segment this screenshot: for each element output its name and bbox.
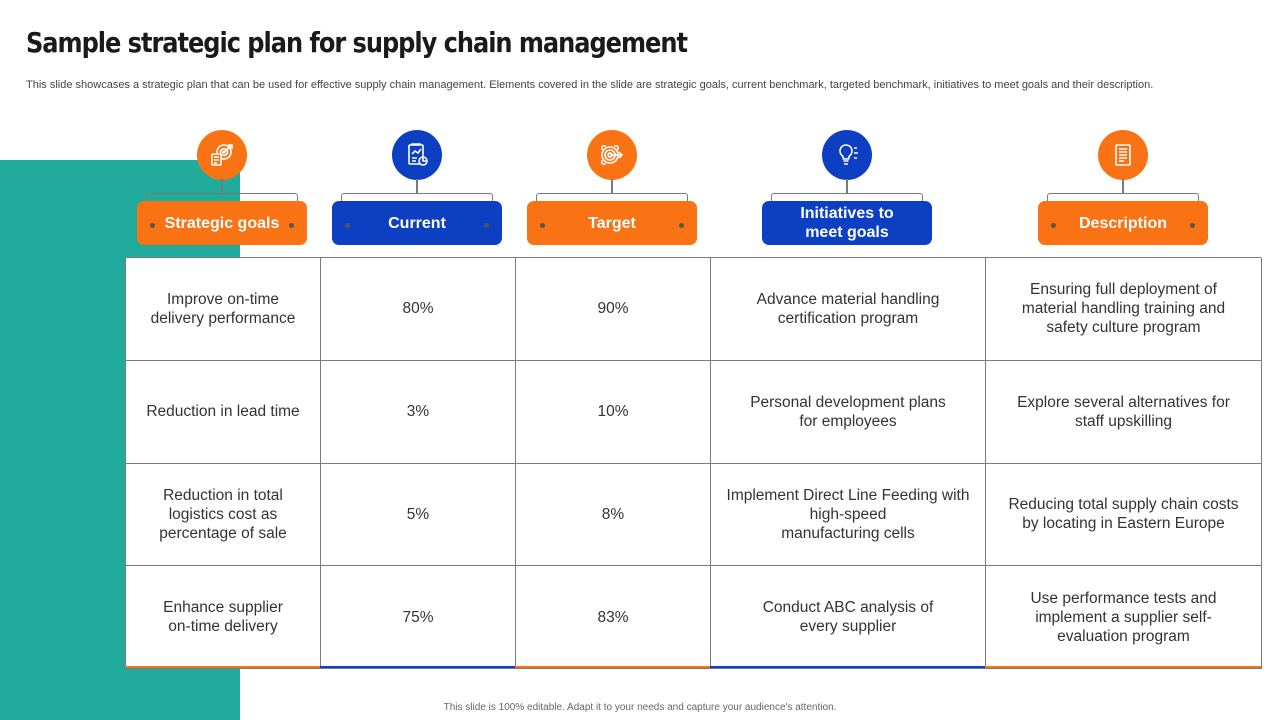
table-cell: Reduction in lead time [126, 360, 321, 464]
pill-dot [289, 223, 294, 228]
header-connector [846, 179, 848, 194]
table-cell: Use performance tests and implement a su… [986, 566, 1262, 669]
table-cell: 80% [321, 258, 516, 361]
header-connector [611, 179, 613, 194]
column-accent-line [125, 666, 320, 668]
table-cell: Ensuring full deployment of material han… [986, 258, 1262, 361]
column-label: Description [1078, 214, 1167, 232]
footer-note: This slide is 100% editable. Adapt it to… [443, 702, 837, 713]
column-header-initiatives: Initiatives to meet goals [762, 130, 932, 248]
column-label: Initiatives to meet goals [800, 205, 894, 241]
pill-dot [540, 223, 545, 228]
column-label: Current [388, 214, 446, 232]
column-header-target: Target [527, 130, 697, 248]
column-label-pill: Initiatives to meet goals [762, 201, 932, 245]
column-label: Target [588, 214, 636, 232]
column-label-pill: Description [1038, 201, 1208, 245]
table-cell: 90% [516, 258, 711, 361]
chart-report-icon [392, 130, 442, 180]
column-label-pill: Current [332, 201, 502, 245]
target-document-icon [197, 130, 247, 180]
pill-dot [1051, 223, 1056, 228]
table-cell: Enhance supplier on-time delivery [126, 566, 321, 669]
header-connector [416, 179, 418, 194]
column-header-description: Description [1038, 130, 1208, 248]
table-cell: Explore several alternatives for staff u… [986, 360, 1262, 464]
table-cell: Implement Direct Line Feeding with high-… [711, 463, 986, 567]
table-cell: 75% [321, 566, 516, 669]
column-header-current: Current [332, 130, 502, 248]
column-accent-line [985, 666, 1261, 668]
target-arrow-icon [587, 130, 637, 180]
header-connector [221, 179, 223, 194]
column-label-pill: Strategic goals [137, 201, 307, 245]
pill-dot [484, 223, 489, 228]
column-accent-line [515, 666, 710, 668]
table-cell: Improve on-time delivery performance [126, 258, 321, 361]
table-cell: Conduct ABC analysis of every supplier [711, 566, 986, 669]
table-cell: 83% [516, 566, 711, 669]
pill-dot [150, 223, 155, 228]
table-cell: Personal development plans for employees [711, 360, 986, 464]
pill-dot [1190, 223, 1195, 228]
table-cell: Reduction in total logistics cost as per… [126, 463, 321, 567]
header-connector [1122, 179, 1124, 194]
column-header-strategic-goals: Strategic goals [137, 130, 307, 248]
column-label-pill: Target [527, 201, 697, 245]
page-subtitle: This slide showcases a strategic plan th… [26, 79, 1154, 91]
table-cell: 3% [321, 360, 516, 464]
table-cell: 8% [516, 463, 711, 567]
pill-dot [679, 223, 684, 228]
table-cell: 10% [516, 360, 711, 464]
page-title: Sample strategic plan for supply chain m… [26, 26, 688, 59]
pill-dot [345, 223, 350, 228]
table-cell: 5% [321, 463, 516, 567]
column-label: Strategic goals [164, 214, 280, 232]
strategic-plan-table: Improve on-time delivery performance 80%… [125, 257, 1262, 669]
lightbulb-icon [822, 130, 872, 180]
table-cell: Reducing total supply chain costs by loc… [986, 463, 1262, 567]
column-accent-line [320, 666, 515, 668]
column-accent-line [710, 666, 985, 668]
table-cell: Advance material handling certification … [711, 258, 986, 361]
document-icon [1098, 130, 1148, 180]
